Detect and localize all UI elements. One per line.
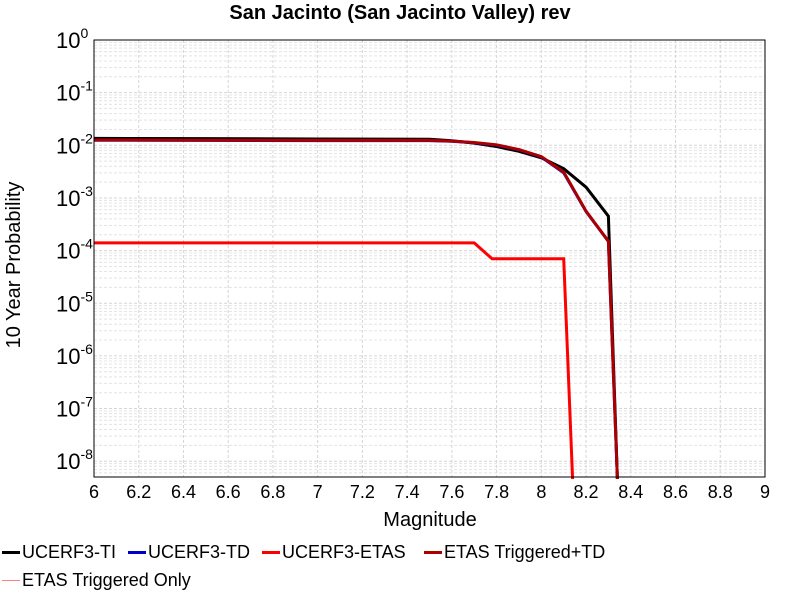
y-tick-label: 10-1 [56, 78, 93, 106]
legend-swatch [424, 550, 442, 554]
x-tick-label: 8 [536, 482, 546, 502]
x-tick-label: 7.8 [484, 482, 509, 502]
legend-label: ETAS Triggered+TD [444, 542, 606, 562]
x-tick-label: 7.2 [350, 482, 375, 502]
y-tick-label: 10-5 [56, 288, 93, 316]
x-tick-labels: 6 6.2 6.4 6.6 6.8 7 7.2 7.4 7.6 7.8 8 8.2 8.4 8.6 8.8 9 [89, 482, 770, 502]
x-tick-label: 7.6 [439, 482, 464, 502]
y-tick-label: 10-8 [56, 446, 93, 474]
x-tick-label: 7.4 [395, 482, 420, 502]
y-tick-label: 10-2 [56, 130, 93, 158]
y-tick-label: 10-7 [56, 394, 93, 422]
legend: UCERF3-TI UCERF3-TD UCERF3-ETAS ETAS Tri… [0, 536, 800, 600]
legend-label: UCERF3-TD [148, 542, 250, 562]
legend-item-etas-triggered-only: ETAS Triggered Only [2, 570, 191, 590]
y-tick-label: 100 [56, 25, 88, 53]
chart-title: San Jacinto (San Jacinto Valley) rev [229, 2, 571, 24]
y-axis-label: 10 Year Probability [3, 182, 25, 349]
x-tick-label: 7 [313, 482, 323, 502]
legend-label: UCERF3-ETAS [282, 542, 406, 562]
x-tick-label: 6.8 [260, 482, 285, 502]
legend-swatch [128, 550, 146, 554]
series-line-ucerf3-etas [94, 241, 575, 480]
x-tick-label: 8.2 [574, 482, 599, 502]
x-tick-label: 9 [760, 482, 770, 502]
x-axis-label: Magnitude [383, 509, 476, 531]
legend-swatch [2, 550, 20, 554]
series-layer [93, 136, 619, 480]
legend-label: ETAS Triggered Only [22, 570, 191, 590]
x-tick-label: 8.8 [708, 482, 733, 502]
minor-gridlines [94, 41, 765, 474]
legend-item-ucerf3-ti: UCERF3-TI [2, 542, 116, 562]
legend-swatch [2, 579, 20, 581]
x-tick-label: 6 [89, 482, 99, 502]
x-tick-label: 6.6 [216, 482, 241, 502]
series-line-etas-triggered-td [93, 138, 619, 480]
plot-frame [93, 39, 766, 478]
legend-item-etas-triggered-td: ETAS Triggered+TD [424, 542, 605, 562]
x-tick-label: 6.4 [171, 482, 196, 502]
legend-swatch [262, 550, 280, 554]
y-tick-label: 10-3 [56, 183, 93, 211]
legend-item-ucerf3-td: UCERF3-TD [128, 542, 250, 562]
x-tick-label: 8.4 [618, 482, 643, 502]
x-tick-label: 6.2 [126, 482, 151, 502]
y-tick-label: 10-6 [56, 341, 93, 369]
y-tick-label: 10-4 [56, 236, 93, 264]
legend-item-ucerf3-etas: UCERF3-ETAS [262, 542, 406, 562]
legend-label: UCERF3-TI [22, 542, 116, 562]
y-tick-labels: 100 10-1 10-2 10-3 10-4 10-5 10-6 10-7 10-8 [56, 25, 93, 474]
x-tick-label: 8.6 [663, 482, 688, 502]
series-line-ucerf3-td [93, 138, 619, 480]
